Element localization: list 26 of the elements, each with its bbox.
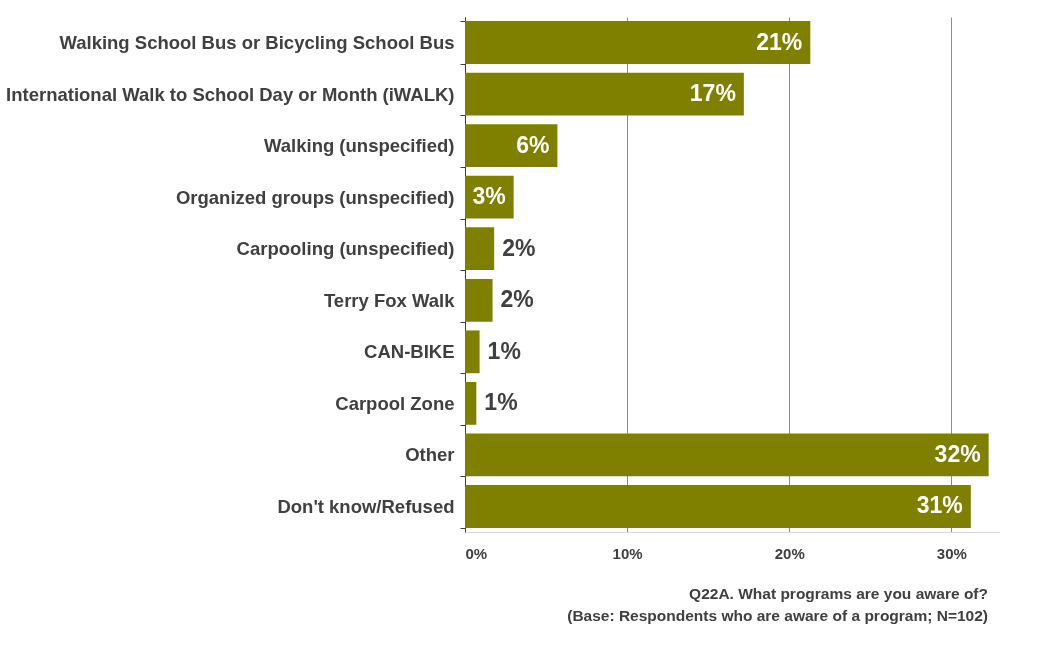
y-tick-label: Other — [405, 444, 455, 466]
x-tick-label: 20% — [774, 544, 805, 562]
y-tick-label: Terry Fox Walk — [323, 289, 456, 311]
y-tick-label: Walking School Bus or Bicycling School Bus — [59, 32, 455, 54]
data-label: 6% — [516, 131, 550, 158]
y-tick-label: Walking (unspecified) — [264, 135, 455, 157]
data-label: 3% — [472, 183, 506, 210]
data-label: 1% — [484, 389, 518, 416]
data-label: 21% — [756, 28, 803, 55]
y-tick-label: Organized groups (unspecified) — [175, 186, 455, 208]
x-tick-label: 0% — [465, 544, 488, 562]
data-label: 32% — [934, 440, 981, 467]
y-tick-label: Carpool Zone — [335, 392, 455, 414]
y-tick-label: International Walk to School Day or Month (iWALK) — [6, 83, 455, 105]
data-label: 2% — [500, 286, 534, 313]
text: Q22A. What programs are you aware of? — [689, 585, 988, 602]
y-tick-label: CAN-BIKE — [364, 341, 455, 363]
x-tick-label: 10% — [612, 544, 643, 562]
data-label: 17% — [689, 80, 736, 107]
x-tick-label: 30% — [936, 544, 967, 562]
data-label: 2% — [502, 234, 536, 261]
text: (Base: Respondents who are aware of a program; N=102) — [567, 607, 988, 624]
data-label: 1% — [487, 337, 521, 364]
data-label: 31% — [916, 492, 963, 519]
y-tick-label: Carpooling (unspecified) — [236, 238, 455, 260]
y-tick-label: Don't know/Refused — [277, 495, 455, 517]
